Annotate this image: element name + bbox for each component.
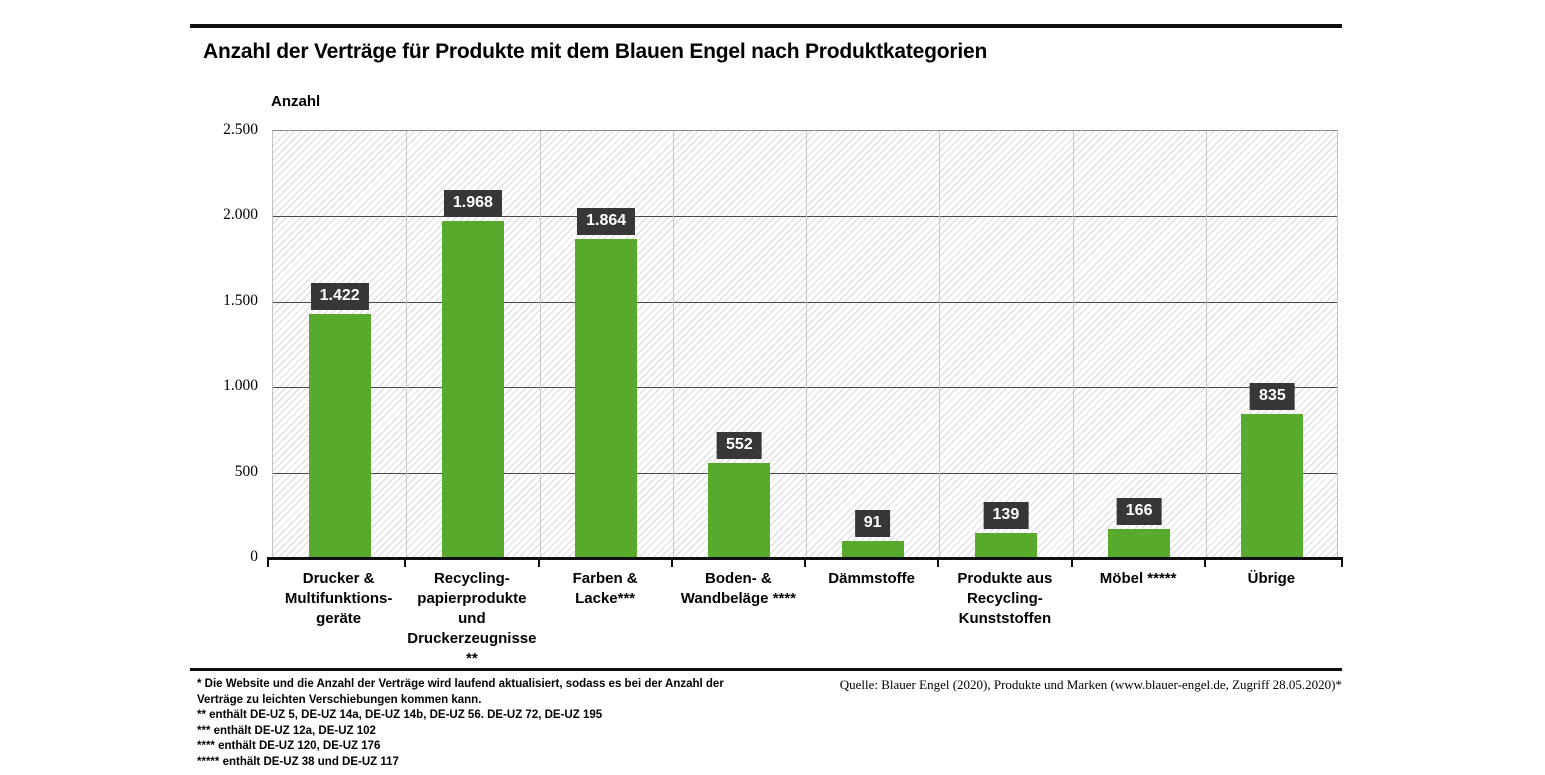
x-gridline [672, 131, 674, 557]
bar-value-label: 91 [854, 510, 891, 538]
y-axis-title: Anzahl [271, 93, 321, 110]
x-category-label: Boden- & Wandbeläge **** [680, 570, 797, 607]
footnote-line: ***** enthält DE-UZ 38 und DE-UZ 117 [197, 755, 399, 768]
bar-value-label: 1.422 [310, 283, 369, 311]
y-gridline [273, 301, 1337, 303]
y-gridline [273, 216, 1337, 218]
footnotes: * Die Website und die Anzahl der Verträg… [197, 677, 724, 770]
x-axis-tick [404, 557, 407, 567]
bar-value-label: 1.864 [577, 207, 636, 235]
x-gridline [806, 131, 807, 557]
y-gridline [273, 387, 1337, 389]
source-citation: Quelle: Blauer Engel (2020), Produkte un… [839, 677, 1342, 692]
bar [841, 541, 904, 557]
footnote-line: Verträge zu leichten Verschiebungen komm… [197, 693, 482, 706]
bar-value-label: 166 [1116, 497, 1162, 525]
x-category-label: Möbel ***** [1099, 570, 1177, 587]
bar-value-label: 1.968 [443, 189, 502, 217]
x-axis-tick [1203, 557, 1206, 567]
footnote-line: **** enthält DE-UZ 120, DE-UZ 176 [197, 740, 381, 752]
x-axis-tick [537, 557, 540, 567]
x-axis-tick [937, 557, 940, 567]
bar [708, 462, 771, 557]
x-gridline [939, 131, 941, 557]
y-gridline [273, 472, 1337, 474]
y-tick-label: 500 [234, 462, 258, 480]
x-category-label: Recycling- papierprodukte und Druckerzeu… [407, 570, 537, 667]
x-category-label: Farben & Lacke*** [572, 570, 638, 607]
x-gridline [1072, 131, 1074, 557]
bar-value-label: 552 [717, 431, 762, 459]
x-axis-tick [804, 557, 806, 567]
x-category-label: Drucker & Multifunktions- geräte [284, 570, 393, 627]
footnote-line: ** enthält DE-UZ 5, DE-UZ 14a, DE-UZ 14b… [197, 709, 603, 721]
x-gridline [1205, 131, 1207, 557]
x-gridline [406, 131, 408, 557]
x-category-label: Übrige [1247, 570, 1296, 587]
x-axis-tick [1341, 557, 1343, 567]
x-category-label: Produkte aus Recycling- Kunststoffen [957, 570, 1053, 627]
x-axis-tick [267, 557, 269, 567]
chart-title: Anzahl der Verträge für Produkte mit dem… [203, 40, 988, 63]
y-tick-label: 0 [250, 548, 258, 565]
bar [1241, 414, 1304, 557]
bar [1108, 528, 1171, 557]
x-axis-tick [1070, 557, 1073, 567]
bar [308, 314, 371, 557]
bottom-divider-line [190, 668, 1342, 671]
y-tick-label: 2.500 [223, 121, 258, 138]
footnote-line: *** enthält DE-UZ 12a, DE-UZ 102 [197, 724, 376, 737]
bar [575, 238, 638, 557]
bar [974, 533, 1037, 557]
bar-value-label: 835 [1250, 383, 1295, 411]
y-tick-label: 1.500 [223, 291, 258, 309]
plot-area: 1.422 1.968 1.864 552 91 139 166 835 [272, 130, 1338, 557]
y-tick-label: 1.000 [223, 377, 258, 395]
x-axis-tick [670, 557, 673, 567]
y-tick-label: 2.000 [223, 206, 258, 224]
bar [441, 220, 504, 557]
x-gridline [539, 131, 541, 557]
x-category-label: Dämmstoffe [828, 570, 915, 587]
footnote-line: * Die Website und die Anzahl der Verträg… [197, 678, 724, 690]
top-divider-line [190, 24, 1342, 28]
bar-value-label: 139 [983, 502, 1029, 530]
